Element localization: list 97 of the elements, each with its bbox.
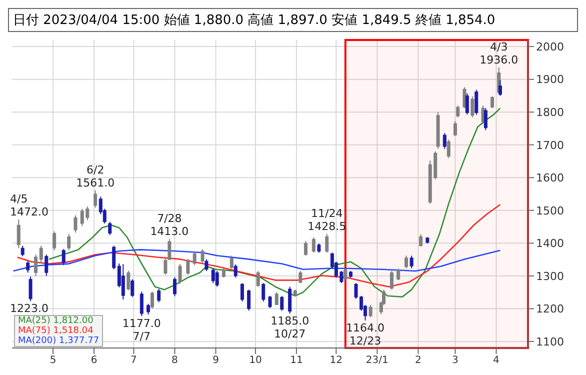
candlestick xyxy=(312,236,316,254)
candlestick xyxy=(462,86,466,109)
chart-title: 日付 2023/04/04 15:00 始値 1,880.0 高値 1,897.0 安値 1,849.5 終値 1,854.0 xyxy=(8,8,578,32)
annotation: 6/2 1561.0 xyxy=(76,163,115,190)
annotation: 4/5 1472.0 xyxy=(10,192,48,219)
candlestick xyxy=(446,139,450,158)
candlestick xyxy=(442,132,446,150)
annotation: 4/3 1936.0 xyxy=(480,40,518,67)
candlestick xyxy=(28,276,32,302)
candlestick xyxy=(262,282,266,302)
candlestick xyxy=(16,219,20,249)
x-tick-label: 2 xyxy=(414,355,422,366)
candlestick xyxy=(157,288,161,303)
y-tick-label: 1500 xyxy=(536,204,564,218)
candlestick xyxy=(186,258,190,276)
candlestick xyxy=(108,221,112,236)
candlestick xyxy=(44,254,48,276)
x-tick-label: 5 xyxy=(50,355,56,366)
candlestick xyxy=(39,245,43,264)
candlestick xyxy=(484,108,488,131)
candlestick xyxy=(298,270,302,284)
candlestick xyxy=(121,264,125,300)
x-tick-label: 10 xyxy=(249,355,262,366)
line-series xyxy=(12,249,501,272)
annotation: 1185.0 10/27 xyxy=(270,314,310,341)
candlestick xyxy=(52,230,56,251)
text: MA(200) 1,377.77 xyxy=(18,336,100,346)
y-tick-label: 1700 xyxy=(536,138,564,152)
candlestick xyxy=(474,89,478,116)
candlestick xyxy=(456,105,460,118)
x-tick-label: 3 xyxy=(452,355,458,366)
x-tick-label: 8 xyxy=(172,355,178,366)
candlestick xyxy=(325,233,329,254)
x-tick-label: 9 xyxy=(212,355,219,366)
y-tick-label: 1600 xyxy=(536,172,564,185)
candlestick xyxy=(204,258,208,272)
candlestick xyxy=(256,270,260,288)
y-tick-label: 2000 xyxy=(536,40,564,54)
candlestick xyxy=(20,245,24,257)
text: MA(75) 1,518.04 xyxy=(18,326,94,336)
annotation: 1223.0 xyxy=(10,302,48,316)
candlestick xyxy=(288,286,292,314)
candlestick xyxy=(470,96,474,118)
candlestick xyxy=(280,295,284,312)
x-tick-label: 11 xyxy=(290,355,303,366)
candlestick xyxy=(230,255,234,270)
x-tick-label: 6 xyxy=(90,355,98,366)
candlestick xyxy=(62,248,66,266)
annotation: 1177.0 7/7 xyxy=(122,317,161,344)
candlestick xyxy=(126,270,130,291)
candlestick xyxy=(344,268,348,281)
candlestick xyxy=(419,234,423,247)
candlestick xyxy=(390,270,394,290)
x-tick-label: 7 xyxy=(130,355,137,366)
annotation: 1164.0 12/23 xyxy=(346,321,385,348)
candlestick xyxy=(140,291,144,317)
candlestick xyxy=(453,120,457,137)
candlestick xyxy=(211,268,215,284)
y-tick-label: 1100 xyxy=(536,335,564,348)
candlestick xyxy=(410,255,414,269)
candlestick xyxy=(146,303,150,316)
candlestick xyxy=(234,264,238,278)
candlestick xyxy=(268,295,272,309)
candlestick xyxy=(304,240,308,256)
candlestick xyxy=(150,291,154,310)
candlestick xyxy=(222,268,226,278)
candlestick xyxy=(247,289,251,312)
candlestick xyxy=(240,282,244,302)
candlestick xyxy=(67,233,71,251)
annotation: 7/28 1413.0 xyxy=(150,212,189,238)
y-tick-label: 1800 xyxy=(536,106,564,119)
candlestick xyxy=(317,242,321,254)
candlestick xyxy=(215,270,219,288)
candlestick xyxy=(34,254,38,276)
candlestick xyxy=(404,255,408,269)
y-tick-label: 1200 xyxy=(536,302,564,316)
candlestick xyxy=(490,96,494,109)
x-tick-label: 23/1 xyxy=(366,355,388,366)
y-tick-label: 1300 xyxy=(536,270,564,283)
candlestick xyxy=(112,245,116,270)
candlestick xyxy=(274,292,278,306)
candlestick xyxy=(396,268,400,281)
candlestick xyxy=(130,278,134,298)
candlestick xyxy=(192,252,196,266)
candlestick xyxy=(368,304,372,318)
x-tick-label: 4 xyxy=(493,355,500,366)
y-tick-label: 1400 xyxy=(536,237,564,250)
candlestick xyxy=(94,190,98,208)
candlestick xyxy=(178,264,182,284)
candlestick xyxy=(200,248,204,264)
y-tick-label: 1900 xyxy=(536,73,564,86)
candlestick xyxy=(172,276,176,297)
candlestick xyxy=(465,92,469,116)
candlestick xyxy=(26,260,30,274)
candlestick xyxy=(74,214,78,234)
x-tick-label: 12 xyxy=(330,355,343,366)
text: MA(25) 1,812.00 xyxy=(18,316,94,326)
